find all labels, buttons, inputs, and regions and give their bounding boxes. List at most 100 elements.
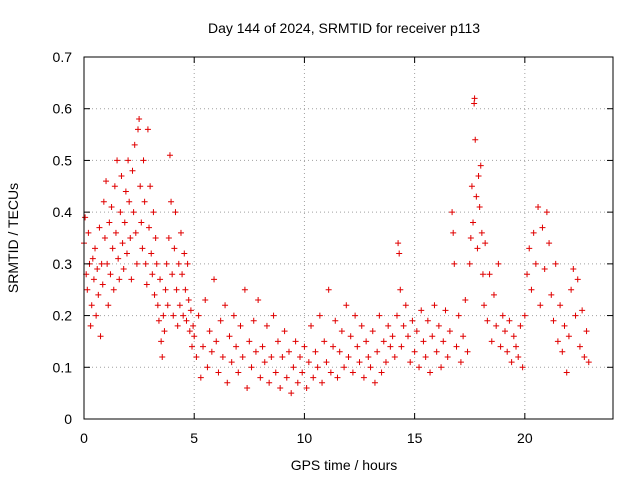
data-point	[101, 235, 108, 241]
data-point	[579, 307, 586, 314]
data-point	[376, 312, 383, 319]
data-point	[352, 312, 359, 319]
data-point	[112, 229, 119, 236]
data-point	[272, 369, 279, 376]
data-point	[184, 260, 191, 267]
data-point	[321, 338, 328, 345]
data-point	[319, 379, 326, 386]
data-point	[116, 276, 123, 283]
data-point	[84, 286, 91, 293]
data-point	[154, 302, 161, 309]
data-point	[290, 364, 297, 371]
data-point	[128, 276, 135, 283]
data-point	[179, 271, 186, 278]
data-point	[570, 266, 577, 273]
data-point	[197, 374, 204, 381]
data-point	[137, 183, 144, 190]
data-point	[138, 219, 145, 226]
data-point	[495, 260, 502, 267]
data-point	[308, 322, 315, 329]
data-point	[416, 364, 423, 371]
data-point	[122, 188, 129, 195]
data-point	[537, 302, 544, 309]
data-point	[398, 343, 405, 350]
data-point	[508, 359, 515, 366]
data-point	[224, 379, 231, 386]
data-point	[93, 312, 100, 319]
data-point	[378, 369, 385, 376]
data-point	[563, 369, 570, 376]
data-point	[349, 369, 356, 376]
data-point	[200, 343, 207, 350]
data-point	[228, 359, 235, 366]
data-point	[142, 260, 149, 267]
data-point	[565, 333, 572, 340]
data-point	[88, 302, 95, 309]
data-point	[336, 348, 343, 355]
data-point	[235, 369, 242, 376]
data-point	[382, 359, 389, 366]
data-point	[314, 364, 321, 371]
data-point	[460, 333, 467, 340]
data-point	[409, 317, 416, 324]
x-tick-label: 20	[517, 430, 533, 446]
data-point	[310, 374, 317, 381]
data-point	[174, 322, 181, 329]
data-point	[255, 297, 262, 304]
data-point	[446, 328, 453, 335]
data-point	[117, 209, 124, 216]
data-point	[449, 209, 456, 216]
data-point	[358, 322, 365, 329]
data-point	[213, 338, 220, 345]
data-point	[246, 338, 253, 345]
data-point	[115, 255, 122, 262]
data-point	[367, 364, 374, 371]
data-point	[250, 317, 257, 324]
x-tick-label: 5	[190, 430, 198, 446]
data-point	[136, 116, 143, 123]
data-point	[90, 276, 97, 283]
data-point	[281, 328, 288, 335]
data-point	[488, 338, 495, 345]
data-point	[422, 353, 429, 360]
data-point	[219, 353, 226, 360]
data-point	[420, 338, 427, 345]
data-point	[103, 178, 110, 185]
data-point	[530, 229, 537, 236]
data-point	[554, 338, 561, 345]
data-point	[217, 317, 224, 324]
data-point	[429, 333, 436, 340]
data-point	[171, 245, 178, 252]
data-point	[149, 271, 156, 278]
data-point	[468, 183, 475, 190]
data-point	[513, 343, 520, 350]
data-point	[581, 353, 588, 360]
data-point	[455, 312, 462, 319]
data-point	[283, 374, 290, 381]
data-point	[135, 126, 142, 133]
data-point	[292, 338, 299, 345]
data-point	[301, 343, 308, 350]
data-point	[466, 260, 473, 267]
data-point	[94, 266, 101, 273]
data-point	[476, 203, 483, 210]
data-point	[244, 384, 251, 391]
data-point	[230, 312, 237, 319]
data-point	[325, 286, 332, 293]
data-point	[123, 250, 130, 257]
data-point	[183, 317, 190, 324]
data-point	[299, 369, 306, 376]
data-point	[85, 229, 92, 236]
data-point	[173, 286, 180, 293]
data-point	[471, 100, 478, 107]
data-point	[92, 245, 99, 252]
data-point	[172, 209, 179, 216]
data-point	[450, 229, 457, 236]
data-point	[444, 353, 451, 360]
data-point	[363, 338, 370, 345]
data-point	[285, 348, 292, 355]
data-point	[475, 172, 482, 179]
data-point	[407, 359, 414, 366]
data-point	[158, 338, 165, 345]
axis-ticks: 0 0.1 0.2 0.3 0.4 0.5 0.6 0.7 0 5 10 15 20	[53, 49, 613, 446]
